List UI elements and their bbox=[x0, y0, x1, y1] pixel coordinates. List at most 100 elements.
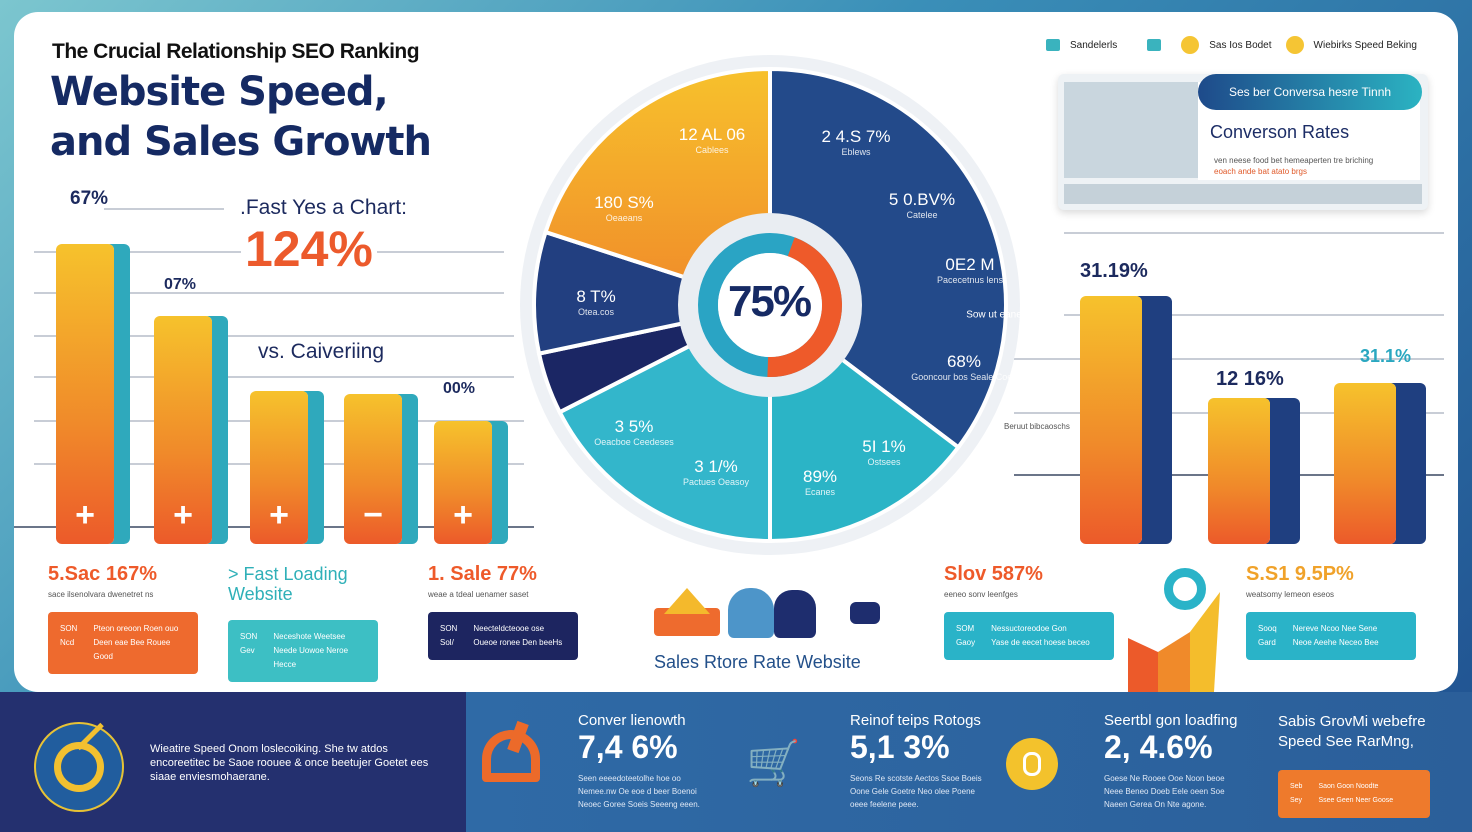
pie-slice bbox=[768, 66, 1008, 451]
stat-title: Seertbl gon loadfing bbox=[1104, 712, 1238, 729]
box-text: Sey bbox=[1290, 797, 1303, 804]
growth-arrow-icon bbox=[1128, 592, 1220, 692]
conversion-pill-button[interactable]: Ses ber Conversa hesre Tinnh bbox=[1198, 74, 1422, 110]
stat-detail-box[interactable]: Sooq Gard Nereve Ncoo Nee Sene Neoe Aeehe … bbox=[1246, 612, 1416, 660]
bar bbox=[1080, 296, 1142, 544]
chart-caption: .Fast Yes a Chart: bbox=[240, 196, 407, 219]
box-text: Sol/ bbox=[440, 638, 454, 647]
stat-detail-box[interactable]: SON Ncd Pteon oreoon Roen ouo Deen eae Bee… bbox=[48, 612, 198, 674]
bar-label: 67% bbox=[70, 188, 109, 209]
box-text: Nessuctoreodoe Gon bbox=[991, 624, 1067, 633]
donut-ring-orange bbox=[698, 233, 842, 377]
speed-gauge-icon bbox=[482, 720, 542, 782]
box-text: SON bbox=[60, 624, 78, 633]
bar-label: 00% bbox=[443, 380, 476, 397]
stat-block: Conver lienowth 7,4 6% Seen eeeedoteetol… bbox=[578, 712, 718, 811]
plus-icon: + bbox=[173, 496, 193, 534]
pie-label: 68% Gooncour bos Seale Coes bbox=[911, 352, 1017, 382]
stat-detail-box[interactable]: SON Sol/ Neecteldcteooe ose Oueoe ronee De… bbox=[428, 612, 578, 660]
shopping-cart-icon: 🛒 bbox=[746, 739, 801, 788]
stat-cta-button[interactable]: Seb Sey Saon Goon Noodte Ssee Geen Neer Go… bbox=[1278, 770, 1430, 818]
pie-label: 180 S% Oeaeans bbox=[594, 193, 654, 223]
crown-envelope-icon bbox=[654, 586, 724, 636]
stat-block: Sabis GrovMi webefre Speed See RarMng, S… bbox=[1278, 712, 1448, 818]
box-text: Neede Uowoe Neroe Hecce bbox=[273, 646, 349, 669]
stat-headline: 5.Sac 167% bbox=[48, 563, 157, 585]
pie-label-sub: Gooncour bos Seale Coes bbox=[911, 372, 1017, 382]
stat-card: 5.Sac 167% sace ilsenolvara dwenetret ns… bbox=[48, 564, 228, 674]
stat-headline: 1. Sale 77% bbox=[428, 563, 537, 585]
plus-icon: + bbox=[75, 496, 95, 534]
table-thumbnail bbox=[1064, 82, 1198, 178]
pie-slice bbox=[532, 229, 778, 356]
box-text: Neceshote Weetsee bbox=[273, 632, 346, 641]
pie-label-sub: Oeaeans bbox=[605, 213, 643, 223]
pie-label-sub: Oeacboe Ceedeses bbox=[594, 437, 674, 447]
stat-card: > Fast Loading Website SON Gev Neceshote … bbox=[228, 564, 378, 682]
stat-headline: Slov 587% bbox=[944, 563, 1043, 585]
conversion-title: Converson Rates bbox=[1210, 122, 1350, 142]
card-footer bbox=[1064, 184, 1422, 204]
conversion-card: Ses ber Conversa hesre Tinnh Converson R… bbox=[1058, 74, 1428, 210]
stat-block: Reinof teips Rotogs 5,1 3% Seons Re scot… bbox=[850, 712, 990, 811]
stat-block: Seertbl gon loadfing 2, 4.6% Goese Ne Ro… bbox=[1104, 712, 1244, 811]
vs-label: vs. Caiveriing bbox=[258, 340, 385, 364]
bar bbox=[1208, 397, 1270, 544]
bar-label: 31.1% bbox=[1360, 346, 1412, 366]
pie-label: 8 T% Otea.cos bbox=[576, 287, 615, 317]
legend-coin-icon bbox=[1181, 36, 1200, 54]
stat-title: Reinof teips Rotogs bbox=[850, 712, 981, 729]
bar: + bbox=[56, 244, 114, 544]
bar bbox=[1334, 382, 1396, 544]
grid-line bbox=[1064, 314, 1444, 316]
pie-label-sub: Otea.cos bbox=[577, 307, 615, 317]
pie-chart bbox=[520, 55, 1020, 555]
legend-label: Sas Ios Bodet bbox=[1209, 39, 1272, 51]
box-text: Deen eae Bee Rouee Good bbox=[93, 638, 171, 661]
bar-label: 31.19% bbox=[1080, 260, 1148, 282]
coin-icon bbox=[1006, 738, 1058, 790]
grid-line bbox=[1014, 358, 1444, 360]
stat-sub: sace ilsenolvara dwenetret ns bbox=[48, 590, 154, 599]
box-text: Ssee Geen Neer Goose bbox=[1318, 797, 1394, 804]
box-text: Seb bbox=[1290, 783, 1303, 790]
highlight-percent: 124% bbox=[241, 220, 377, 278]
pie-label-sub: Pactues Oeasoy bbox=[682, 477, 750, 487]
box-text: Neecteldcteooe ose bbox=[473, 624, 545, 633]
infographic-card: The Crucial Relationship SEO Ranking Web… bbox=[14, 12, 1458, 692]
page-title-line1: Website Speed, bbox=[50, 69, 389, 115]
legend-label: Wiebirks Speed Beking bbox=[1313, 39, 1417, 51]
donut-center bbox=[718, 253, 822, 357]
plus-icon: + bbox=[453, 496, 473, 534]
speedometer-icon bbox=[34, 722, 124, 812]
stat-sub: eeneo sonv leenfges bbox=[944, 590, 1018, 599]
box-text: Saon Goon Noodte bbox=[1318, 783, 1379, 790]
pie-label-value: 68% bbox=[946, 352, 982, 371]
stat-sub: weatsomy lemeon eseos bbox=[1246, 590, 1335, 599]
stat-value: 5,1 3% bbox=[850, 729, 950, 765]
stat-card: 1. Sale 77% weae a tdeal uenamer saset S… bbox=[428, 564, 608, 660]
stat-detail-box[interactable]: SOM Gaoy Nessuctoreodoe Gon Yase de eecet … bbox=[944, 612, 1114, 660]
pie-label: 0E2 M Pacecetnus lens bbox=[937, 255, 1003, 285]
person-silhouette-icon bbox=[728, 588, 774, 638]
legend-label: Sandelerls bbox=[1070, 39, 1118, 51]
pie-label: 3 5% Oeacboe Ceedeses bbox=[594, 417, 674, 447]
donut-center-value: 75% bbox=[727, 277, 812, 326]
stat-detail-box[interactable]: SON Gev Neceshote Weetsee Neede Uowoe Nero… bbox=[228, 620, 378, 682]
pie-label-sub: Pacecetnus lens bbox=[936, 275, 1004, 285]
stat-headline: > Fast Loading Website bbox=[228, 564, 348, 604]
pie-label-sub: Ecanes bbox=[804, 487, 836, 497]
conversion-line: eoach ande bat atato brgs bbox=[1214, 167, 1307, 176]
stat-card: Slov 587% eeneo sonv leenfges SOM Gaoy Ne… bbox=[944, 564, 1124, 660]
kicker-title: The Crucial Relationship SEO Ranking bbox=[52, 40, 420, 63]
footer-right: Conver lienowth 7,4 6% Seen eeeedoteetol… bbox=[466, 692, 1472, 832]
plus-icon: + bbox=[269, 496, 289, 534]
pie-label: 5I 1% Ostsees bbox=[862, 437, 905, 467]
pie-label-value: 12 AL 06 bbox=[678, 125, 746, 144]
grid-line bbox=[34, 376, 514, 378]
pie-label-value: 3 5% bbox=[614, 417, 654, 436]
stat-headline: S.S1 9.5P% bbox=[1246, 563, 1354, 585]
pie-label-sub: Catelee bbox=[906, 210, 938, 220]
stat-text: Seons Re scotste Aectos Ssoe Boeis Oone … bbox=[850, 774, 982, 809]
box-text: SOM bbox=[956, 624, 975, 633]
